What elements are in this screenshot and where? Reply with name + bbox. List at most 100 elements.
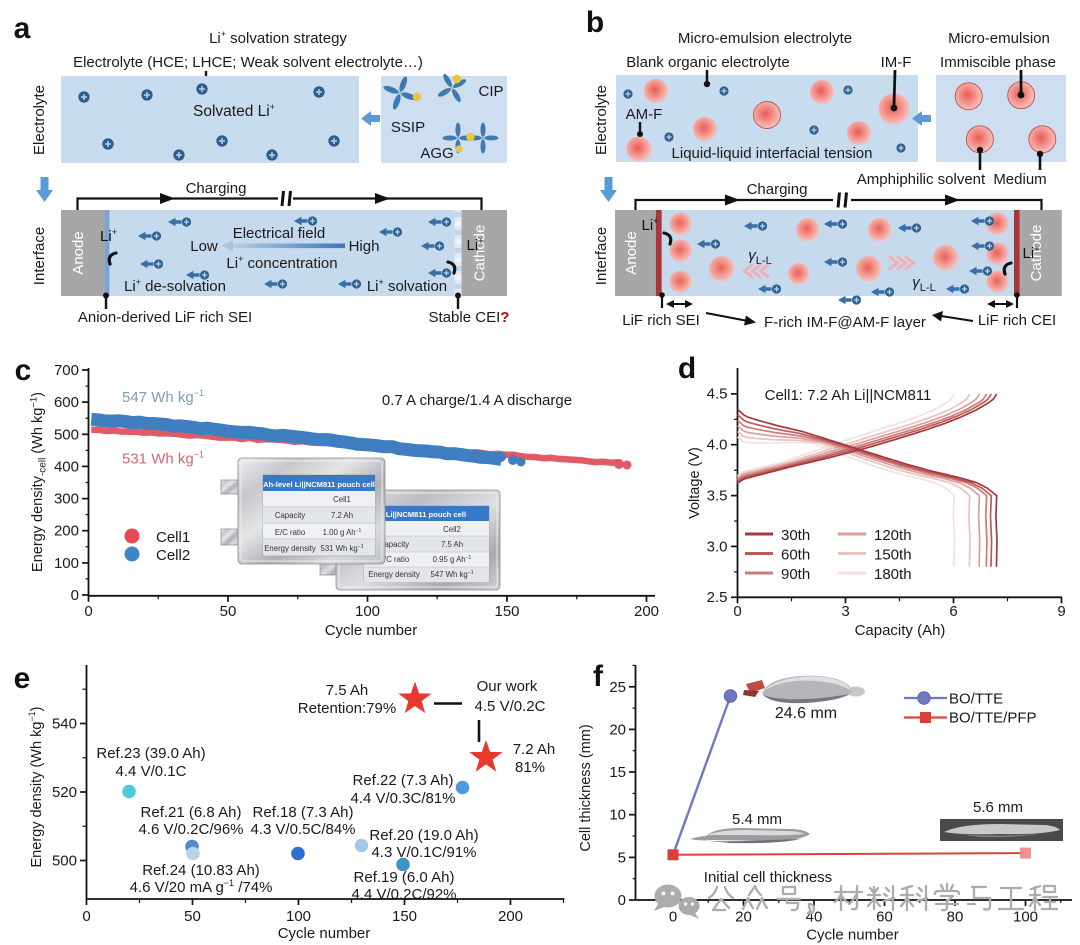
svg-text:Solvated Li+: Solvated Li+ [193, 102, 275, 120]
svg-text:BO/TTE/PFP: BO/TTE/PFP [949, 710, 1037, 727]
svg-text:7.5 Ah: 7.5 Ah [326, 682, 369, 699]
svg-text:Cycle number: Cycle number [278, 925, 371, 942]
svg-text:Interface: Interface [31, 227, 48, 285]
svg-text:Cathode: Cathode [1028, 225, 1045, 282]
svg-text:Li+ solvation strategy: Li+ solvation strategy [209, 29, 347, 47]
svg-text:Capacity: Capacity [379, 540, 409, 549]
svg-text:150th: 150th [874, 547, 912, 564]
svg-text:Electrical field: Electrical field [233, 225, 326, 242]
svg-text:15: 15 [609, 764, 626, 781]
svg-text:Stable CEI?: Stable CEI? [429, 309, 510, 326]
svg-text:Blank organic electrolyte: Blank organic electrolyte [626, 54, 789, 71]
svg-text:Our work: Our work [477, 678, 538, 695]
svg-text:81%: 81% [515, 759, 545, 776]
svg-text:Cell1: Cell1 [333, 495, 351, 504]
svg-text:AM-F: AM-F [626, 106, 663, 123]
svg-text:150: 150 [392, 908, 417, 925]
svg-text:200: 200 [498, 908, 523, 925]
svg-text:4.4 V/0.1C: 4.4 V/0.1C [116, 763, 187, 780]
svg-text:Ref.23 (39.0 Ah): Ref.23 (39.0 Ah) [96, 745, 205, 762]
svg-text:180th: 180th [874, 566, 912, 583]
svg-text:LiF rich CEI: LiF rich CEI [978, 312, 1056, 329]
svg-text:4.0: 4.0 [707, 437, 728, 454]
svg-text:3.0: 3.0 [707, 538, 728, 555]
svg-text:4.6 V/0.2C/96%: 4.6 V/0.2C/96% [138, 821, 243, 838]
svg-text:Ah-level Li||NCM811 pouch cell: Ah-level Li||NCM811 pouch cell [263, 480, 375, 489]
svg-text:25: 25 [609, 679, 626, 696]
svg-text:Interface: Interface [593, 227, 610, 285]
svg-text:0: 0 [84, 603, 92, 620]
svg-text:Cathode: Cathode [472, 225, 489, 282]
svg-text:24.6 mm: 24.6 mm [775, 705, 837, 722]
svg-text:150: 150 [494, 603, 519, 620]
svg-text:7.5 Ah: 7.5 Ah [441, 540, 463, 549]
svg-text:a: a [14, 12, 31, 45]
svg-text:γL-L: γL-L [912, 274, 935, 294]
svg-text:Ref.20 (19.0 Ah): Ref.20 (19.0 Ah) [369, 827, 478, 844]
svg-text:200: 200 [54, 523, 79, 540]
svg-text:Electrolyte: Electrolyte [31, 85, 48, 155]
svg-text:E/C ratio: E/C ratio [275, 528, 306, 537]
svg-text:100: 100 [355, 603, 380, 620]
svg-text:0: 0 [71, 587, 79, 604]
svg-text:7.2 Ah: 7.2 Ah [331, 511, 353, 520]
svg-text:0: 0 [733, 603, 741, 620]
svg-text:BO/TTE: BO/TTE [949, 691, 1003, 708]
svg-text:Electrolyte (HCE; LHCE; Weak s: Electrolyte (HCE; LHCE; Weak solvent ele… [73, 54, 423, 71]
svg-text:Li+ concentration: Li+ concentration [226, 254, 337, 272]
svg-text:5.6 mm: 5.6 mm [973, 799, 1023, 816]
svg-text:60th: 60th [781, 547, 810, 564]
svg-text:531 Wh kg−1: 531 Wh kg−1 [122, 450, 204, 468]
svg-text:50: 50 [220, 603, 237, 620]
svg-text:Retention:79%: Retention:79% [298, 700, 396, 717]
svg-text:Micro-emulsion: Micro-emulsion [948, 30, 1050, 47]
svg-text:540: 540 [52, 716, 77, 733]
svg-text:0: 0 [618, 892, 626, 909]
svg-text:Cell1: Cell1 [156, 529, 190, 546]
svg-text:4.5: 4.5 [707, 386, 728, 403]
svg-text:10: 10 [609, 807, 626, 824]
svg-text:120th: 120th [874, 527, 912, 544]
svg-text:SSIP: SSIP [391, 119, 425, 136]
svg-text:b: b [586, 6, 604, 39]
svg-text:Cycle number: Cycle number [325, 622, 418, 639]
svg-text:IM-F: IM-F [881, 54, 912, 71]
svg-text:Energy density: Energy density [264, 544, 316, 553]
svg-text:f: f [593, 660, 604, 693]
svg-text:Li+ de-solvation: Li+ de-solvation [124, 277, 226, 295]
svg-text:Electrolyte: Electrolyte [593, 85, 610, 155]
svg-text:520: 520 [52, 784, 77, 801]
svg-text:Immiscible phase: Immiscible phase [940, 54, 1056, 71]
svg-text:5.4 mm: 5.4 mm [732, 811, 782, 828]
svg-text:e: e [14, 662, 31, 695]
svg-text:90th: 90th [781, 566, 810, 583]
svg-text:531 Wh kg−1​: 531 Wh kg−1​ [321, 544, 364, 553]
svg-text:Cycle number: Cycle number [806, 927, 899, 944]
svg-text:Capacity (Ah): Capacity (Ah) [855, 622, 946, 639]
svg-text:30th: 30th [781, 527, 810, 544]
svg-text:Cell thickness (mm): Cell thickness (mm) [578, 724, 594, 851]
svg-text:80: 80 [947, 909, 964, 926]
svg-text:547 Wh kg−1: 547 Wh kg−1 [122, 388, 204, 406]
svg-text:E/C ratio: E/C ratio [379, 555, 410, 564]
svg-text:Anode: Anode [623, 231, 640, 274]
svg-text:60: 60 [876, 909, 893, 926]
svg-text:AGG: AGG [420, 145, 453, 162]
svg-text:Ref.21 (6.8 Ah): Ref.21 (6.8 Ah) [141, 804, 242, 821]
svg-text:0: 0 [669, 909, 677, 926]
svg-text:Anion-derived LiF rich SEI: Anion-derived LiF rich SEI [78, 309, 252, 326]
svg-text:Amphiphilic solvent: Amphiphilic solvent [857, 171, 986, 188]
svg-text:500: 500 [54, 426, 79, 443]
svg-text:Li||NCM811 pouch cell: Li||NCM811 pouch cell [386, 510, 466, 519]
svg-text:LiF rich SEI: LiF rich SEI [622, 312, 700, 329]
svg-text:Cell2: Cell2 [156, 547, 190, 564]
svg-text:Cell2: Cell2 [443, 525, 461, 534]
svg-text:Liquid-liquid interfacial tens: Liquid-liquid interfacial tension [672, 145, 873, 162]
svg-text:3.5: 3.5 [707, 487, 728, 504]
svg-text:Ref.24 (10.83 Ah): Ref.24 (10.83 Ah) [142, 862, 260, 879]
svg-text:Voltage (V): Voltage (V) [687, 447, 703, 519]
svg-text:100: 100 [54, 555, 79, 572]
svg-text:Capacity: Capacity [275, 511, 305, 520]
svg-text:400: 400 [54, 458, 79, 475]
svg-text:Micro-emulsion electrolyte: Micro-emulsion electrolyte [678, 30, 852, 47]
